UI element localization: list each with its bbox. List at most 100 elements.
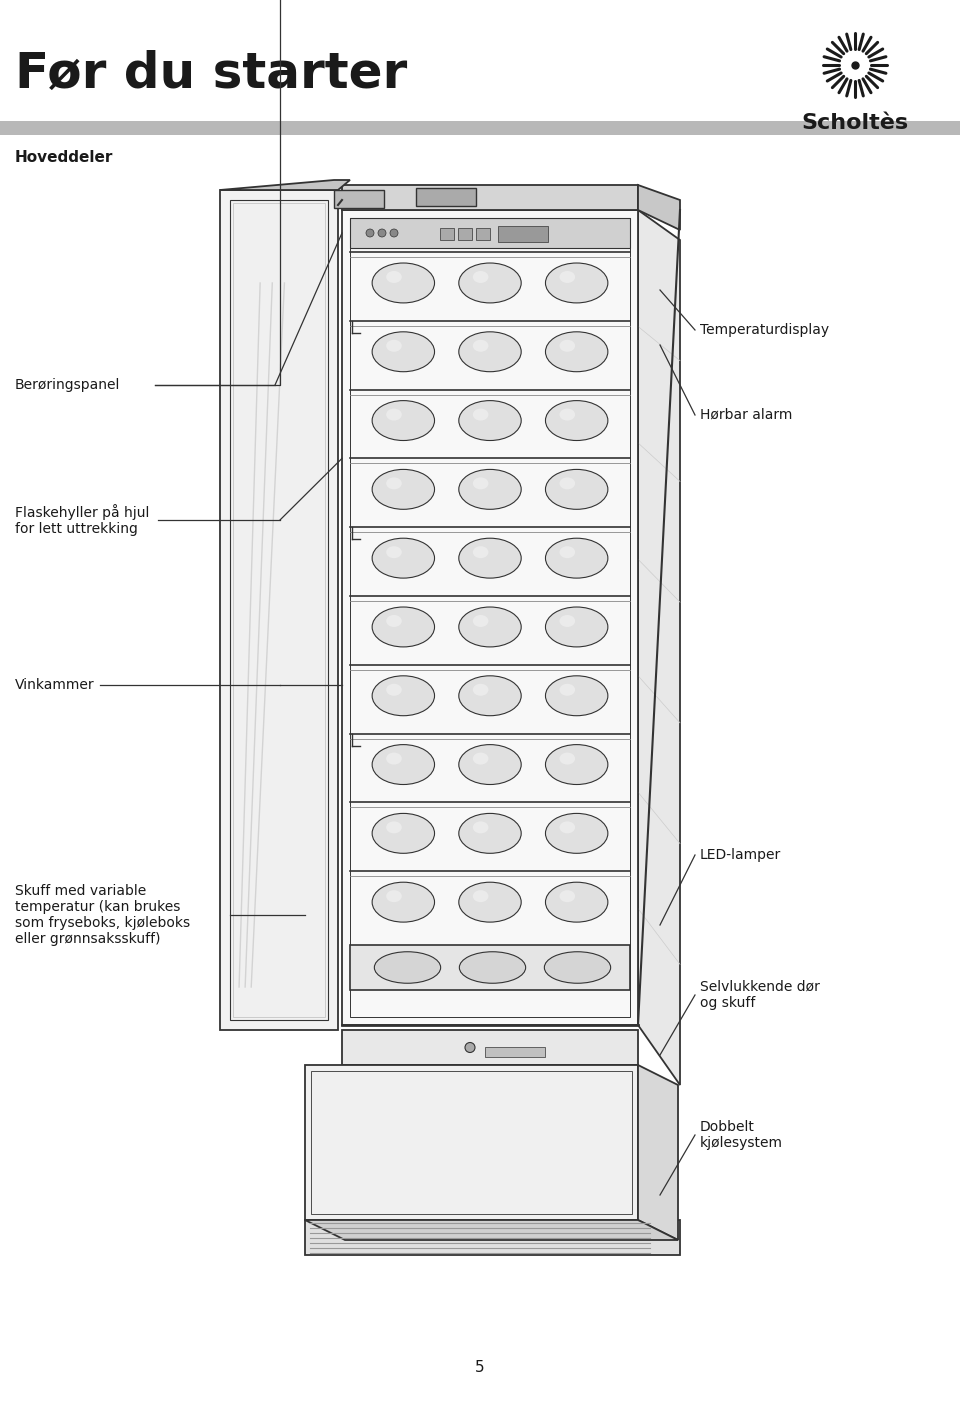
Polygon shape [638,209,680,1085]
Bar [476,228,490,240]
Polygon shape [638,1065,678,1241]
Ellipse shape [545,745,608,784]
Ellipse shape [459,469,521,509]
Ellipse shape [473,684,489,695]
Bar [230,200,328,1020]
Ellipse shape [473,340,489,351]
Ellipse shape [560,409,575,420]
Ellipse shape [545,263,608,303]
Ellipse shape [545,676,608,715]
Ellipse shape [560,615,575,627]
Ellipse shape [372,332,435,372]
Ellipse shape [560,478,575,489]
Text: Temperaturdisplay: Temperaturdisplay [700,323,829,337]
Polygon shape [220,180,350,190]
Bar [342,209,638,1026]
Ellipse shape [372,263,435,303]
Ellipse shape [459,882,521,922]
Text: Før du starter: Før du starter [15,51,407,98]
Ellipse shape [560,753,575,764]
Circle shape [366,229,374,237]
Bar [334,190,384,208]
Ellipse shape [545,813,608,853]
Ellipse shape [560,684,575,695]
Text: Flaskehyller på hjul
for lett uttrekking: Flaskehyller på hjul for lett uttrekking [15,504,150,537]
Ellipse shape [374,951,441,983]
Ellipse shape [560,340,575,351]
Ellipse shape [459,400,521,441]
Ellipse shape [459,538,521,577]
Ellipse shape [459,813,521,853]
Bar [233,202,325,1017]
Text: Hoveddeler: Hoveddeler [15,150,113,164]
Ellipse shape [473,822,489,833]
Circle shape [390,229,398,237]
Ellipse shape [545,400,608,441]
Ellipse shape [372,607,435,646]
Bar [220,190,338,1030]
Ellipse shape [560,547,575,558]
Bar [342,185,638,209]
Ellipse shape [372,813,435,853]
Polygon shape [305,1220,678,1241]
Ellipse shape [545,538,608,577]
Text: Selvlukkende dør
og skuff: Selvlukkende dør og skuff [700,979,820,1010]
Ellipse shape [560,271,575,282]
Ellipse shape [372,469,435,509]
Ellipse shape [372,745,435,784]
Ellipse shape [386,340,402,351]
Ellipse shape [386,547,402,558]
Ellipse shape [459,745,521,784]
Bar [342,1030,638,1065]
Bar [440,228,454,240]
Ellipse shape [545,607,608,646]
Ellipse shape [560,891,575,902]
Bar [305,1220,680,1255]
Ellipse shape [473,478,489,489]
Text: Dobbelt
kjølesystem: Dobbelt kjølesystem [700,1120,783,1151]
Bar [305,1065,638,1220]
Ellipse shape [372,400,435,441]
Ellipse shape [372,676,435,715]
Ellipse shape [386,684,402,695]
Text: LED-lamper: LED-lamper [700,849,781,863]
Circle shape [465,1043,475,1052]
Ellipse shape [473,271,489,282]
Ellipse shape [372,538,435,577]
Ellipse shape [386,822,402,833]
Bar [458,228,472,240]
Bar [311,1071,632,1214]
Bar [350,218,630,1017]
Ellipse shape [473,891,489,902]
Ellipse shape [473,409,489,420]
Bar [485,1047,545,1057]
Ellipse shape [386,615,402,627]
Ellipse shape [459,332,521,372]
Ellipse shape [545,469,608,509]
Circle shape [378,229,386,237]
Ellipse shape [473,753,489,764]
Text: Berøringspanel: Berøringspanel [15,378,120,392]
Ellipse shape [473,547,489,558]
Bar [498,226,548,242]
Ellipse shape [459,676,521,715]
Ellipse shape [545,882,608,922]
Text: Scholtès: Scholtès [802,112,908,133]
Text: Skuff med variable
temperatur (kan brukes
som fryseboks, kjøleboks
eller grønnsa: Skuff med variable temperatur (kan bruke… [15,884,190,947]
Text: 5: 5 [475,1360,485,1374]
Polygon shape [638,185,680,230]
Ellipse shape [386,271,402,282]
Bar [0,121,960,135]
Bar [416,188,475,207]
Text: Vinkammer: Vinkammer [15,679,95,693]
Text: Hørbar alarm: Hørbar alarm [700,407,792,422]
Ellipse shape [386,753,402,764]
Ellipse shape [386,891,402,902]
Ellipse shape [473,615,489,627]
Bar [350,218,630,249]
Ellipse shape [386,409,402,420]
Ellipse shape [459,951,526,983]
Ellipse shape [386,478,402,489]
Ellipse shape [560,822,575,833]
Ellipse shape [459,607,521,646]
